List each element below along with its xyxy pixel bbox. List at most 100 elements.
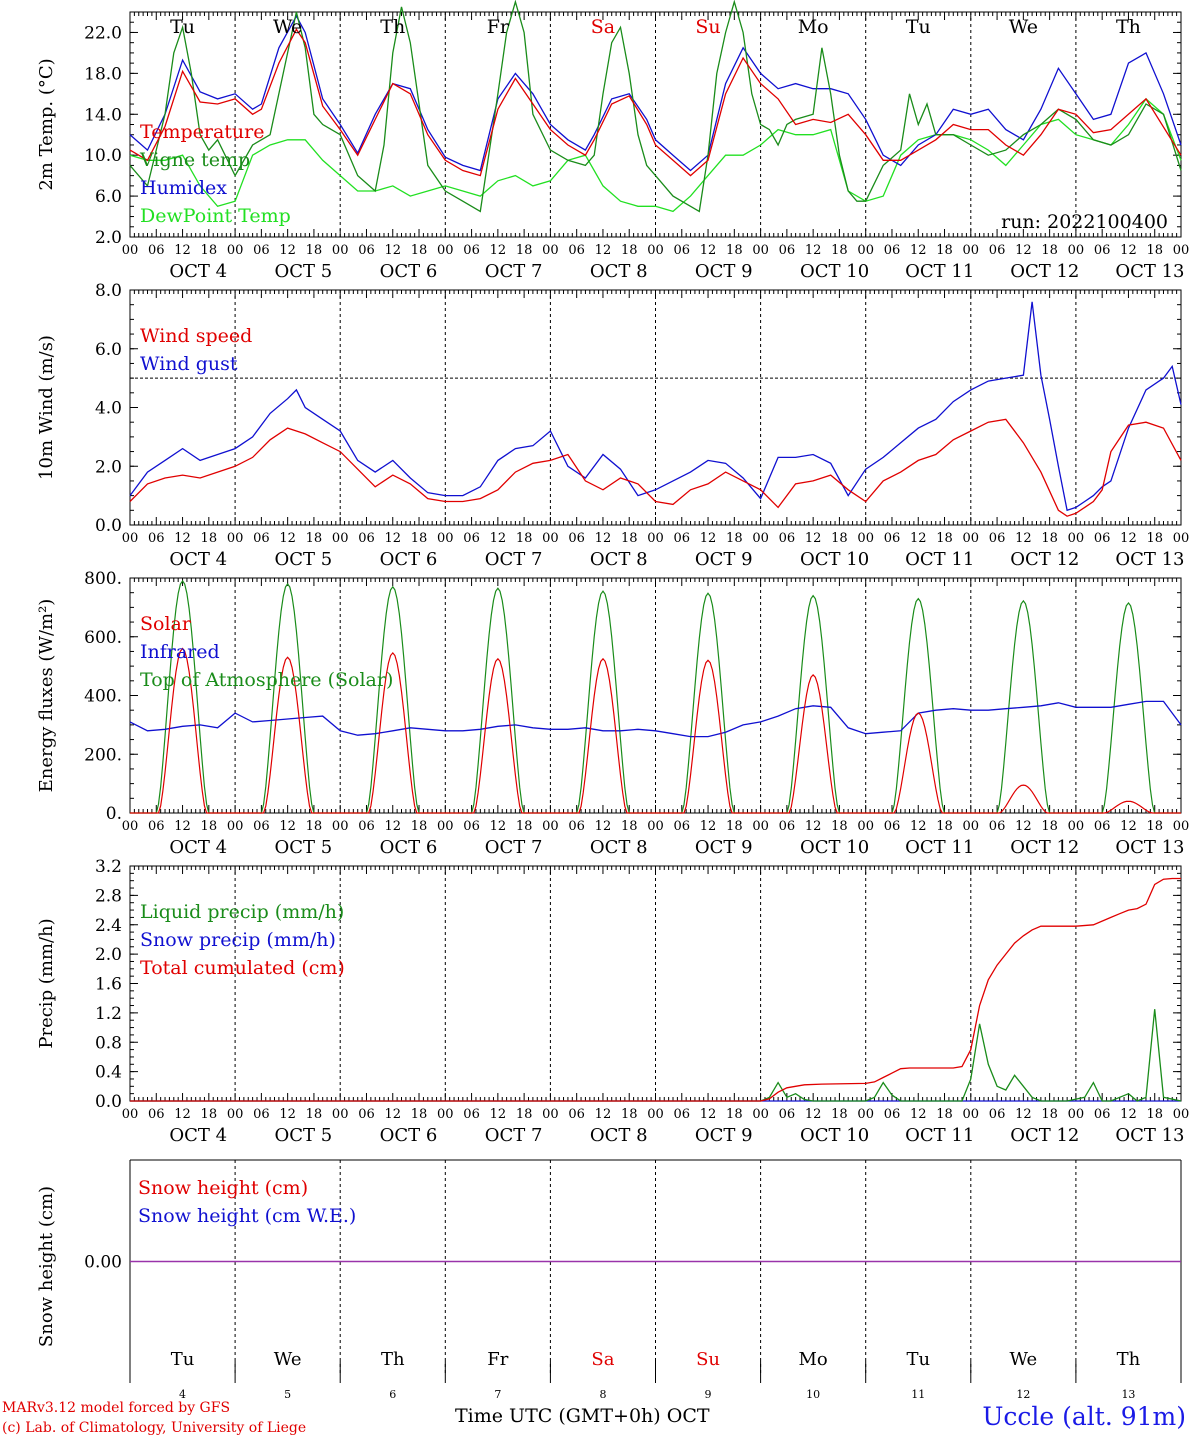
y-tick-label: 6.0 xyxy=(95,187,122,207)
legend-item: Snow precip (mm/h) xyxy=(140,929,336,951)
y-tick-label: 200. xyxy=(84,745,122,765)
weekday-label: Su xyxy=(696,1349,720,1370)
hour-label: 06 xyxy=(253,819,270,834)
date-label: OCT 11 xyxy=(905,1125,974,1146)
hour-label: 06 xyxy=(1094,819,1111,834)
y-tick-label: 2.0 xyxy=(95,457,122,477)
hour-label: 06 xyxy=(884,531,901,546)
hour-label: 18 xyxy=(936,531,953,546)
series-line xyxy=(129,301,1182,512)
hour-label: 00 xyxy=(437,243,454,258)
series-line xyxy=(129,700,1182,738)
hour-label: 00 xyxy=(332,819,349,834)
hour-label: 18 xyxy=(201,819,218,834)
hour-label: 12 xyxy=(700,243,717,258)
hour-label: 06 xyxy=(1094,531,1111,546)
y-axis-label: Energy fluxes (W/m²) xyxy=(36,599,57,793)
hour-label: 12 xyxy=(805,243,822,258)
date-label: OCT 10 xyxy=(800,261,869,282)
hour-label: 06 xyxy=(463,531,480,546)
hour-label: 12 xyxy=(805,1107,822,1122)
y-tick-label: 800. xyxy=(84,569,122,589)
hour-label: 06 xyxy=(779,243,796,258)
hour-label: 12 xyxy=(174,819,191,834)
date-label: OCT 4 xyxy=(169,837,227,858)
hour-label: 18 xyxy=(411,243,428,258)
hour-label: 00 xyxy=(857,531,874,546)
hour-label: 12 xyxy=(805,819,822,834)
hour-label: 00 xyxy=(752,1107,769,1122)
hour-label: 18 xyxy=(621,243,638,258)
hour-label: 06 xyxy=(884,243,901,258)
hour-label: 06 xyxy=(989,1107,1006,1122)
series-line xyxy=(130,647,1181,814)
legend-item: Wind speed xyxy=(140,325,252,347)
hour-label: 12 xyxy=(1015,243,1032,258)
y-tick-label: 2.0 xyxy=(95,228,122,248)
hour-label: 06 xyxy=(568,819,585,834)
legend-item: Solar xyxy=(140,613,192,635)
hour-label: 12 xyxy=(490,531,507,546)
hour-label: 18 xyxy=(516,531,533,546)
hour-label: 18 xyxy=(831,243,848,258)
weekday-label: Sa xyxy=(591,1349,614,1370)
hour-label: 18 xyxy=(936,1107,953,1122)
y-tick-label: 18.0 xyxy=(84,64,122,84)
weekday-label: Th xyxy=(1117,1349,1141,1370)
date-label: OCT 9 xyxy=(695,261,753,282)
legend-item: Humidex xyxy=(140,177,227,199)
y-tick-label: 0. xyxy=(106,804,122,824)
hour-label: 06 xyxy=(989,243,1006,258)
hour-label: 06 xyxy=(568,243,585,258)
legend-item: Top of Atmosphere (Solar) xyxy=(140,669,393,691)
hour-label: 00 xyxy=(857,1107,874,1122)
hour-label: 12 xyxy=(279,243,296,258)
date-label: OCT 10 xyxy=(800,549,869,570)
weekday-label: Tu xyxy=(906,1349,930,1370)
hour-label: 12 xyxy=(1120,1107,1137,1122)
date-label: OCT 8 xyxy=(590,549,648,570)
panel-1: 2.0 6.0 10.0 14.0 18.0 22.0 2m Temp. (°C) 00 06 1… xyxy=(36,0,1189,282)
hour-label: 00 xyxy=(542,243,559,258)
hour-label: 06 xyxy=(989,531,1006,546)
hour-label: 12 xyxy=(595,243,612,258)
hour-label: 06 xyxy=(358,531,375,546)
y-tick-label: 0.4 xyxy=(95,1063,122,1083)
hour-label: 18 xyxy=(831,1107,848,1122)
y-tick-label: 2.4 xyxy=(95,916,122,936)
weekday-label: Fr xyxy=(487,16,510,38)
date-label: OCT 10 xyxy=(800,837,869,858)
hour-label: 00 xyxy=(122,243,139,258)
hour-label: 12 xyxy=(174,531,191,546)
legend-item: Vigne temp xyxy=(139,149,250,171)
hour-label: 00 xyxy=(227,1107,244,1122)
hour-label: 12 xyxy=(595,1107,612,1122)
series-line xyxy=(129,97,1182,213)
y-tick-label: 1.6 xyxy=(95,975,122,995)
hour-label: 00 xyxy=(752,531,769,546)
hour-label: 06 xyxy=(674,531,691,546)
hour-label: 12 xyxy=(1015,819,1032,834)
hour-label: 00 xyxy=(1068,819,1085,834)
date-label: OCT 8 xyxy=(590,837,648,858)
hour-label: 12 xyxy=(910,819,927,834)
hour-label: 00 xyxy=(752,819,769,834)
hour-label: 18 xyxy=(1041,819,1058,834)
hour-label: 12 xyxy=(595,819,612,834)
hour-label: 00 xyxy=(963,531,980,546)
weekday-label: Mo xyxy=(799,1349,828,1370)
y-tick-label: 0.0 xyxy=(95,516,122,536)
y-axis-label: 2m Temp. (°C) xyxy=(36,58,57,190)
series-line xyxy=(130,1009,1182,1102)
time-axis-text: Time UTC (GMT+0h) xyxy=(455,1405,661,1427)
hour-label: 18 xyxy=(726,819,743,834)
date-label: OCT 7 xyxy=(485,549,543,570)
hour-label: 00 xyxy=(647,1107,664,1122)
hour-label: 12 xyxy=(490,819,507,834)
hour-label: 00 xyxy=(332,243,349,258)
hour-label: 00 xyxy=(437,1107,454,1122)
legend-item: Infrared xyxy=(140,641,220,663)
hour-label: 06 xyxy=(253,1107,270,1122)
day-number-label: 7 xyxy=(494,1388,501,1401)
